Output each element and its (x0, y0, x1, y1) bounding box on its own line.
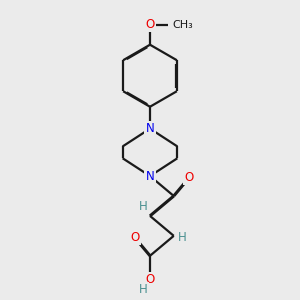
Text: H: H (139, 200, 148, 213)
Text: O: O (184, 171, 194, 184)
Text: N: N (146, 169, 154, 183)
Text: O: O (146, 18, 154, 31)
Text: CH₃: CH₃ (172, 20, 193, 30)
Text: N: N (146, 122, 154, 135)
Text: H: H (177, 231, 186, 244)
Text: O: O (146, 273, 154, 286)
Text: H: H (139, 283, 148, 296)
Text: O: O (130, 231, 140, 244)
